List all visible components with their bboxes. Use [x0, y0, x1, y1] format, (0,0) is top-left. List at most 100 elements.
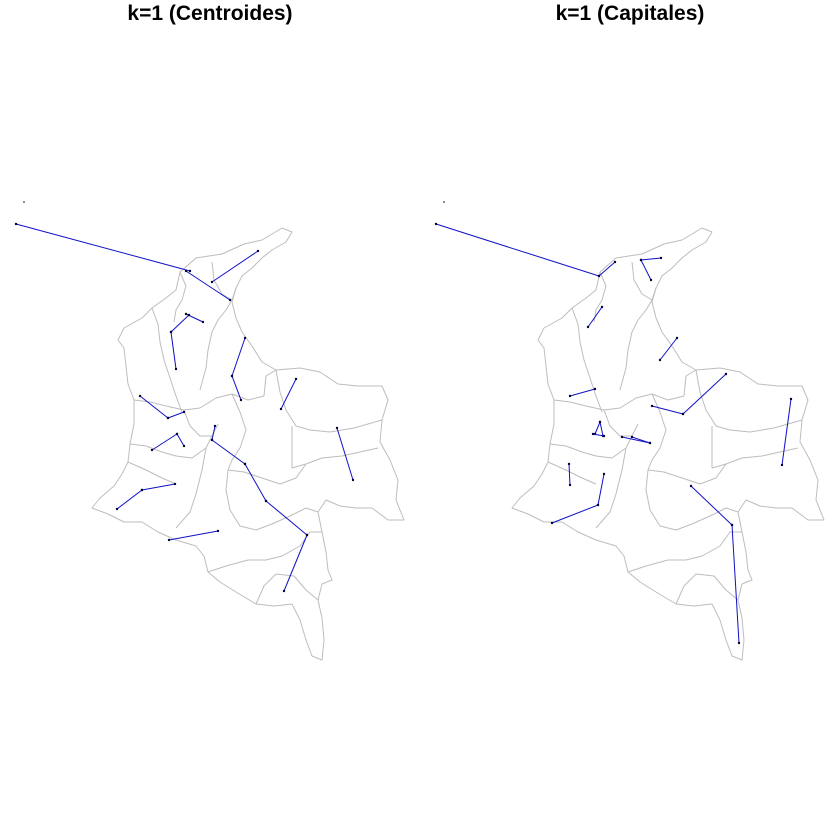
department-point: [567, 462, 571, 466]
department-point: [724, 372, 728, 376]
department-point: [210, 438, 214, 442]
department-point: [187, 313, 191, 317]
neighbor-links: [14, 222, 355, 593]
department-point: [175, 432, 179, 436]
department-point: [243, 462, 247, 466]
neighbor-link: [211, 439, 246, 465]
department-point: [351, 478, 355, 482]
neighbor-link: [185, 270, 231, 301]
department-point: [659, 256, 663, 260]
department-point: [600, 305, 604, 309]
neighbor-links: [434, 222, 793, 645]
neighbor-link: [336, 427, 354, 481]
map-panel-centroides: k=1 (Centroides): [14, 2, 405, 661]
department-point: [639, 258, 643, 262]
department-point: [169, 330, 173, 334]
neighbor-link: [116, 489, 143, 510]
neighbor-link: [651, 405, 684, 415]
neighbor-link: [151, 433, 178, 451]
department-point: [115, 507, 119, 511]
panel-title: k=1 (Capitales): [555, 2, 705, 25]
department-point: [279, 407, 283, 411]
department-point: [150, 448, 154, 452]
department-point: [650, 404, 654, 408]
department-point: [182, 444, 186, 448]
neighbor-link: [631, 436, 651, 444]
neighbor-link: [682, 373, 727, 415]
department-point: [335, 426, 339, 430]
department-point: [649, 278, 653, 282]
department-point: [140, 488, 144, 492]
neighbor-link: [640, 259, 652, 281]
neighbor-link: [244, 463, 267, 502]
department-point: [658, 358, 662, 362]
department-point: [596, 503, 600, 507]
neighbor-link: [435, 223, 600, 277]
neighbor-link: [690, 485, 733, 526]
neighbor-link: [139, 395, 169, 419]
department-point: [586, 325, 590, 329]
neighbor-link: [170, 314, 190, 333]
department-point: [613, 260, 617, 264]
neighbor-link: [731, 524, 740, 644]
neighbor-link: [211, 250, 259, 283]
neighbor-link: [170, 331, 177, 370]
neighbor-link: [592, 433, 605, 437]
department-point: [789, 397, 793, 401]
department-point: [568, 394, 572, 398]
neighbor-link: [568, 463, 571, 486]
panel-title: k=1 (Centroides): [127, 2, 293, 25]
department-point: [228, 298, 232, 302]
department-point: [434, 222, 438, 226]
neighbor-link: [621, 436, 651, 444]
neighbor-link: [231, 375, 242, 401]
department-point: [598, 420, 602, 424]
department-point: [213, 424, 217, 428]
department-point: [201, 320, 205, 324]
department-point: [675, 336, 679, 340]
department-point: [602, 434, 606, 438]
neighbor-link: [594, 421, 601, 435]
department-point: [243, 336, 247, 340]
colombia-map: [434, 201, 825, 661]
department-point: [597, 274, 601, 278]
neighbor-link: [231, 337, 246, 377]
neighbor-link: [15, 223, 191, 272]
colombia-map: [14, 201, 405, 661]
neighbor-link: [265, 500, 308, 536]
department-point: [174, 367, 178, 371]
map-panel-capitales: k=1 (Capitales): [420, 0, 840, 840]
department-point: [230, 374, 234, 378]
neighbor-link: [781, 398, 792, 466]
department-point: [648, 441, 652, 445]
department-point: [182, 410, 186, 414]
neighbor-link: [659, 337, 678, 361]
department-point: [173, 482, 177, 486]
neighbor-link: [598, 261, 616, 277]
department-point: [184, 269, 188, 273]
neighbor-link: [640, 257, 662, 261]
department-point: [620, 435, 624, 439]
department-point: [216, 529, 220, 533]
department-point: [780, 463, 784, 467]
department-point: [166, 416, 170, 420]
neighbor-link: [141, 483, 176, 491]
department-point: [294, 377, 298, 381]
department-point: [188, 269, 192, 273]
neighbor-link: [599, 421, 604, 437]
neighbor-link: [551, 504, 599, 524]
department-point: [14, 222, 18, 226]
department-borders: [511, 227, 825, 661]
neighbor-link: [167, 411, 185, 419]
department-borders: [91, 227, 405, 661]
department-point: [138, 394, 142, 398]
department-point: [681, 412, 685, 416]
department-point: [282, 589, 286, 593]
neighbor-link: [587, 306, 603, 328]
department-point: [730, 523, 734, 527]
department-point: [689, 484, 693, 488]
department-point: [184, 312, 188, 316]
neighbor-link: [280, 378, 297, 410]
department-point: [593, 387, 597, 391]
neighbor-link: [176, 433, 185, 447]
